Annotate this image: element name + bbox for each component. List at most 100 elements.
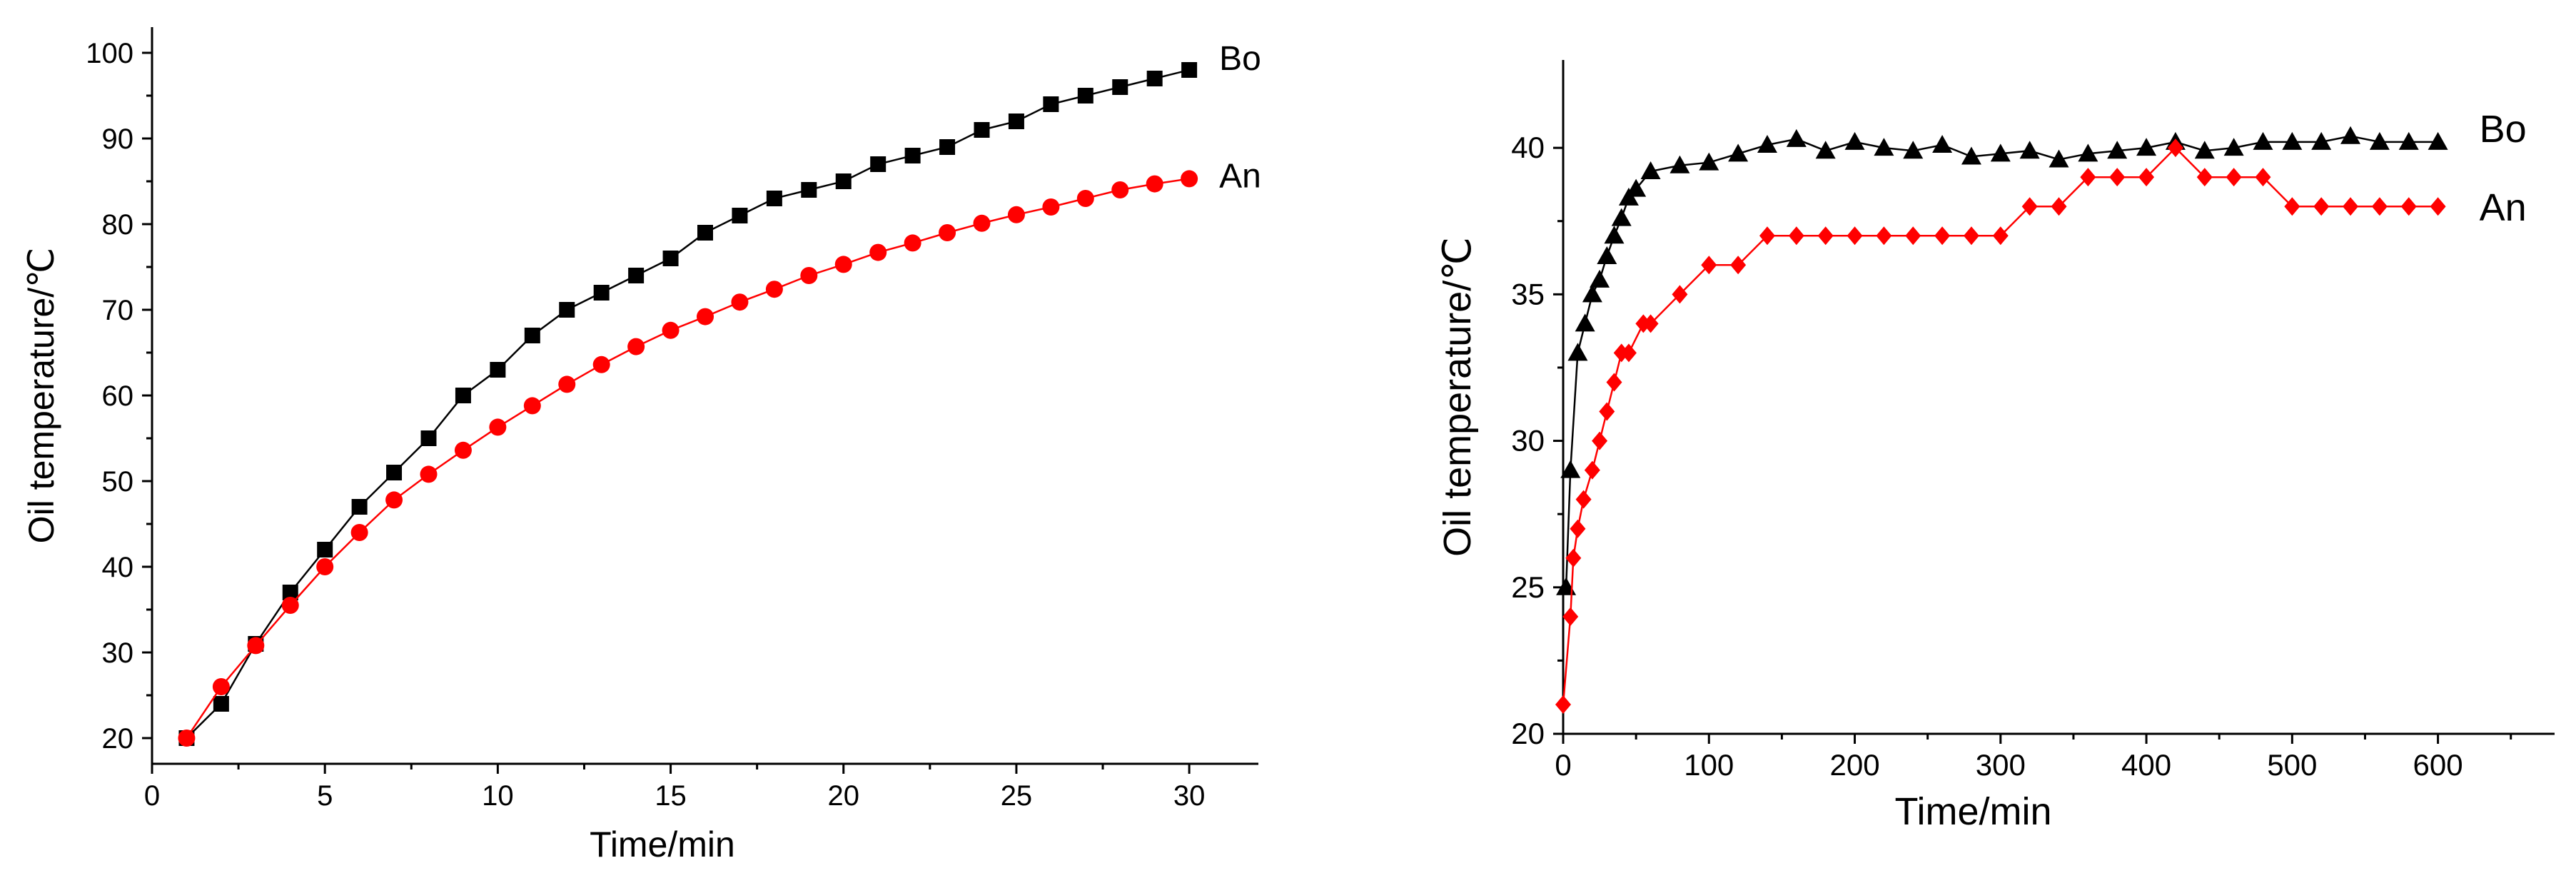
- x-tick-label: 400: [2121, 748, 2171, 782]
- y-tick-label: 100: [86, 38, 133, 69]
- data-point: [800, 267, 818, 284]
- data-point: [212, 678, 230, 695]
- data-point: [1043, 96, 1059, 112]
- series-line: [1562, 146, 2438, 705]
- data-point: [2107, 141, 2128, 159]
- data-point: [1757, 135, 1777, 153]
- data-point: [1699, 152, 1719, 171]
- legend-label-an: An: [1219, 157, 1261, 195]
- data-point: [697, 308, 714, 326]
- data-point: [1112, 79, 1128, 95]
- x-tick-label: 25: [1001, 780, 1033, 812]
- data-point: [489, 418, 507, 436]
- data-point: [420, 430, 437, 446]
- data-point: [1642, 314, 1659, 333]
- y-tick-label: 90: [102, 123, 134, 155]
- x-tick-label: 200: [1829, 748, 1879, 782]
- data-point: [247, 637, 265, 655]
- data-point: [559, 302, 575, 318]
- x-tick-label: 0: [144, 780, 160, 812]
- data-point: [2369, 131, 2390, 150]
- data-point: [1992, 226, 2009, 246]
- chart-2: 0 100 200 300 400 500 600 20 25 30 35 40 Time/min Oil…: [1436, 60, 2555, 833]
- data-point: [1730, 256, 1747, 275]
- data-point: [213, 696, 229, 712]
- series-an: An: [1555, 138, 2527, 714]
- data-point: [904, 234, 921, 252]
- chart-1: 0 5 10 15 20 25 30 20 30 40 50 60 70 80 90 100 Time/min O…: [21, 27, 1261, 864]
- data-point: [2284, 197, 2300, 216]
- y-axis-label: Oil temperature/℃: [21, 248, 61, 544]
- data-point: [1786, 128, 1807, 147]
- data-point: [1590, 269, 1610, 288]
- data-point: [1575, 313, 1595, 332]
- x-tick-label: 0: [1555, 748, 1571, 782]
- series-line: [186, 178, 1190, 739]
- data-point: [1560, 460, 1581, 478]
- legend-label-bo: Bo: [2480, 108, 2527, 151]
- data-point: [1570, 519, 1586, 538]
- data-point: [2343, 197, 2359, 216]
- data-point: [2051, 197, 2067, 216]
- x-tick-label: 300: [1976, 748, 2026, 782]
- data-point: [420, 465, 438, 483]
- data-point: [904, 148, 921, 163]
- data-point: [1584, 460, 1600, 480]
- data-point: [974, 122, 990, 138]
- legend-label-bo: Bo: [1219, 40, 1261, 78]
- data-point: [731, 293, 749, 311]
- data-point: [455, 388, 471, 403]
- data-point: [2371, 197, 2388, 216]
- data-point: [1562, 607, 1579, 626]
- data-point: [869, 243, 887, 261]
- data-point: [2109, 168, 2126, 187]
- x-tick-label: 20: [828, 780, 860, 812]
- data-point: [1963, 226, 1979, 246]
- x-axis-label: Time/min: [1894, 790, 2051, 833]
- data-point: [1042, 198, 1060, 216]
- data-point: [317, 542, 333, 557]
- data-point: [2136, 138, 2157, 156]
- y-tick-label: 20: [102, 723, 134, 755]
- y-tick-label: 35: [1511, 277, 1545, 311]
- y-axis-label: Oil temperature/℃: [1436, 237, 1479, 557]
- y-tick-label: 20: [1511, 717, 1545, 750]
- data-point: [765, 281, 783, 298]
- legend-label-an: An: [2480, 186, 2527, 229]
- data-point: [2255, 168, 2271, 187]
- y-tick-label: 30: [1511, 424, 1545, 458]
- data-point: [1007, 206, 1025, 223]
- data-point: [1565, 548, 1582, 567]
- data-point: [2223, 138, 2244, 156]
- data-point: [316, 558, 334, 575]
- data-point: [697, 225, 713, 241]
- data-point: [592, 355, 610, 373]
- data-point: [2049, 149, 2069, 168]
- data-point: [1575, 490, 1592, 509]
- data-point: [1961, 146, 1981, 165]
- data-point: [1670, 155, 1690, 173]
- data-point: [1582, 284, 1602, 303]
- data-point: [628, 268, 645, 283]
- y-tick-label: 60: [102, 380, 134, 412]
- data-point: [386, 465, 403, 480]
- data-point: [1146, 71, 1163, 86]
- y-tick-label: 80: [102, 209, 134, 241]
- data-point: [2253, 131, 2273, 150]
- data-point: [662, 321, 680, 339]
- data-point: [973, 214, 991, 232]
- data-point: [1847, 226, 1863, 246]
- x-axis-label: Time/min: [590, 824, 735, 864]
- y-tick-label: 40: [102, 552, 134, 583]
- y-tick-label: 70: [102, 295, 134, 326]
- data-point: [834, 256, 852, 273]
- data-point: [281, 597, 299, 614]
- y-tick-label: 25: [1511, 570, 1545, 604]
- x-tick-label: 10: [482, 780, 514, 812]
- data-point: [835, 173, 852, 189]
- data-point: [939, 224, 956, 241]
- data-point: [523, 397, 541, 415]
- data-point: [801, 182, 817, 198]
- data-point: [732, 208, 748, 223]
- data-point: [939, 139, 956, 155]
